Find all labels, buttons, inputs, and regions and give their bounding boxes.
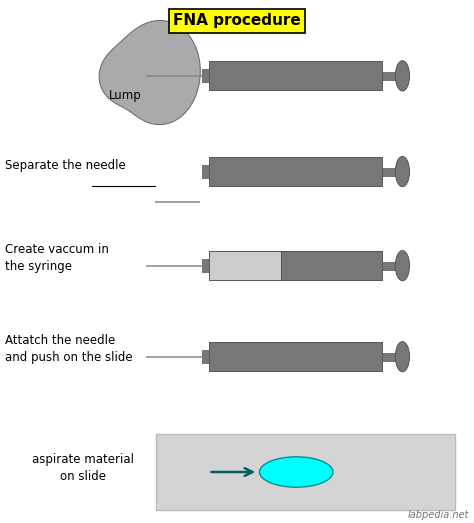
Text: Attatch the needle
and push on the slide: Attatch the needle and push on the slide bbox=[5, 334, 132, 365]
Bar bbox=[382, 262, 395, 270]
Bar bbox=[382, 167, 395, 176]
Ellipse shape bbox=[395, 61, 410, 91]
Bar bbox=[382, 72, 395, 80]
Bar bbox=[202, 259, 209, 272]
Bar bbox=[202, 350, 209, 363]
Bar bbox=[156, 434, 455, 510]
Bar bbox=[209, 252, 281, 280]
Polygon shape bbox=[99, 20, 201, 124]
Bar bbox=[202, 69, 209, 83]
Ellipse shape bbox=[259, 457, 333, 487]
Bar bbox=[382, 353, 395, 361]
Bar bbox=[209, 61, 382, 90]
Bar bbox=[209, 343, 382, 371]
Bar bbox=[209, 157, 382, 186]
Text: aspirate material
on slide: aspirate material on slide bbox=[32, 453, 134, 483]
Text: Separate the needle: Separate the needle bbox=[5, 159, 126, 172]
Text: Lump: Lump bbox=[109, 89, 142, 102]
Text: labpedia.net: labpedia.net bbox=[408, 510, 469, 520]
Bar bbox=[281, 252, 382, 280]
Ellipse shape bbox=[395, 342, 410, 372]
Text: FNA procedure: FNA procedure bbox=[173, 14, 301, 28]
Text: Create vaccum in
the syringe: Create vaccum in the syringe bbox=[5, 243, 109, 274]
Bar bbox=[202, 165, 209, 178]
Ellipse shape bbox=[395, 251, 410, 281]
Ellipse shape bbox=[395, 156, 410, 187]
